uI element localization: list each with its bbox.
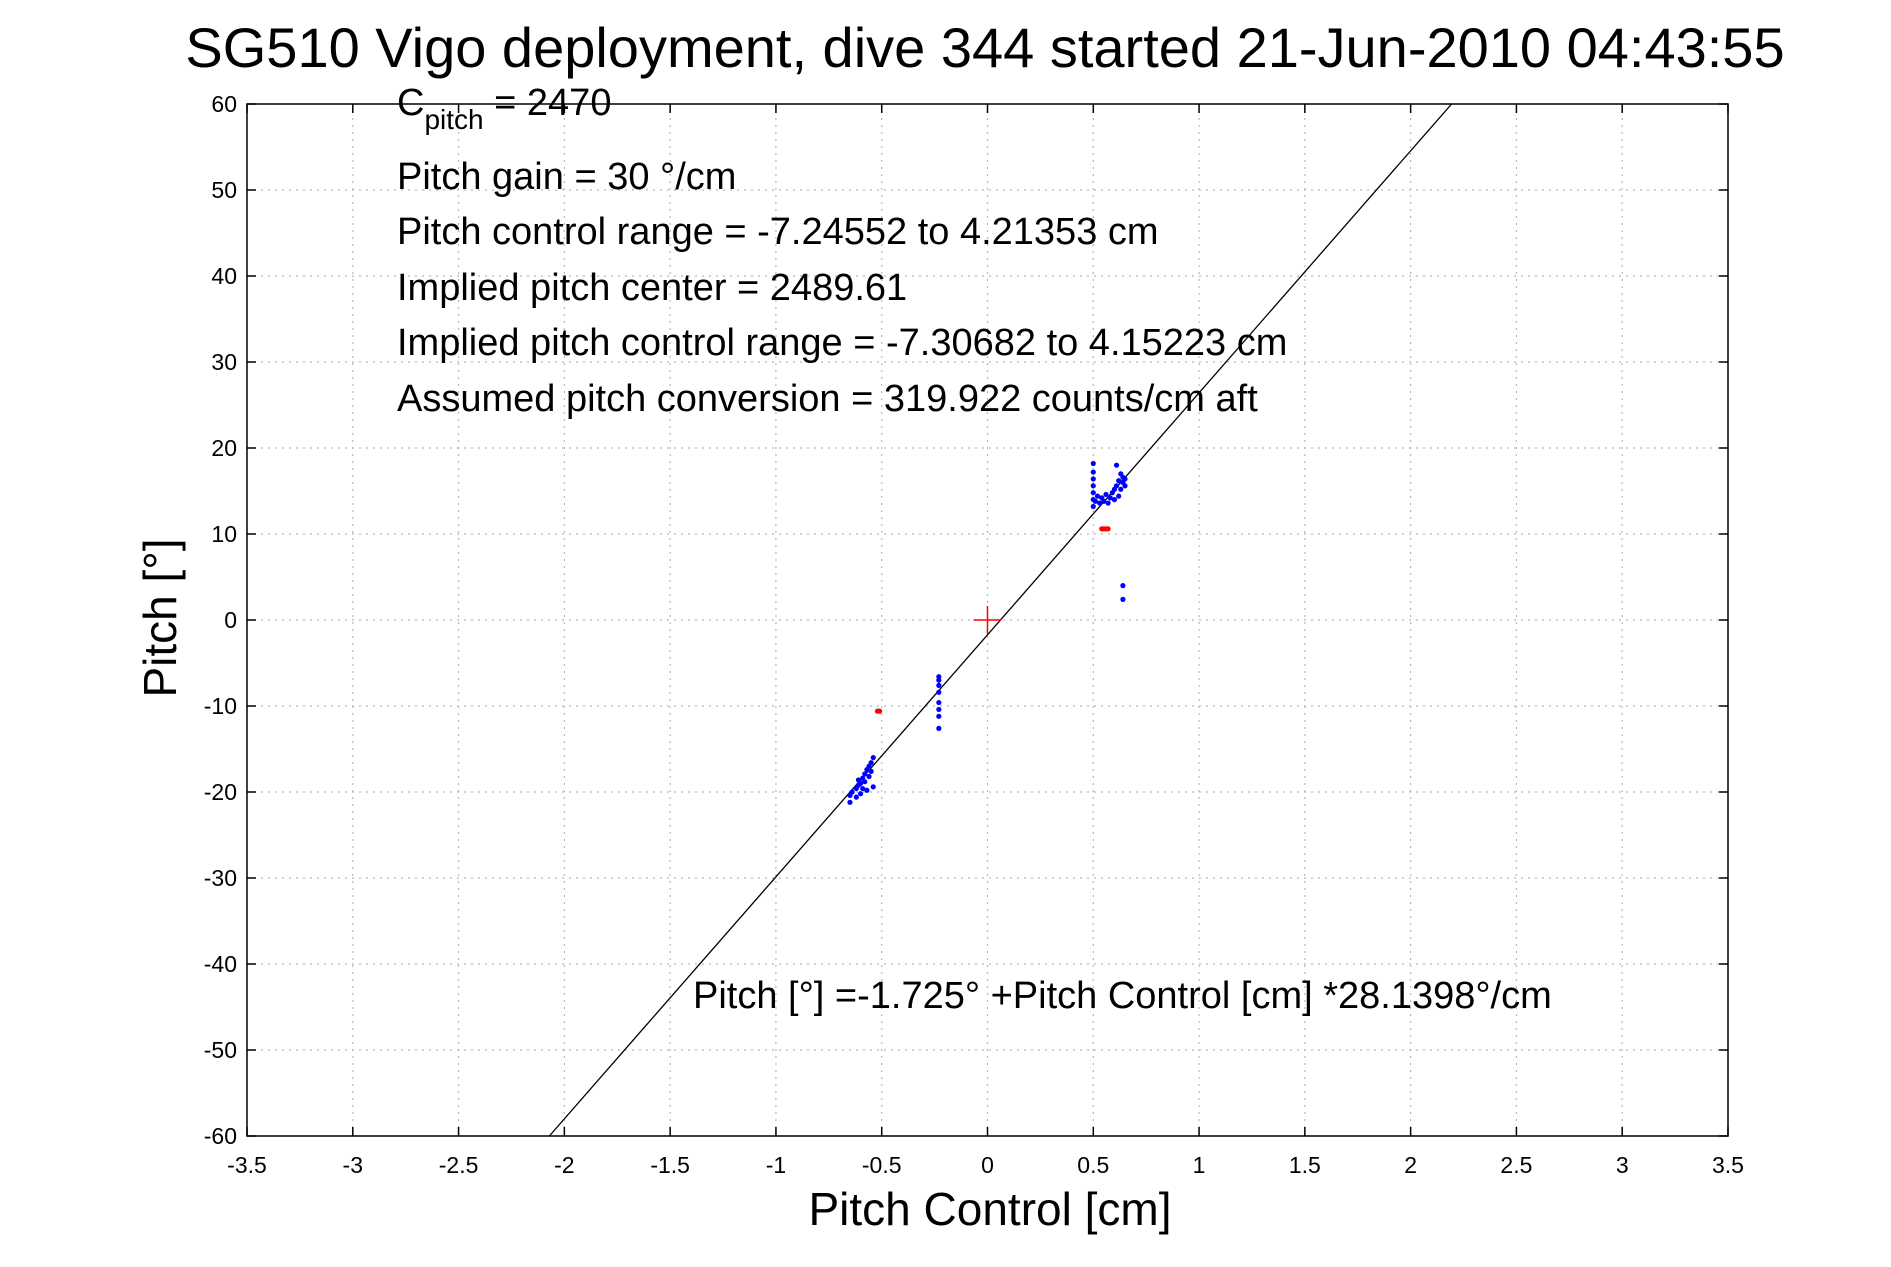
x-tick-label: 1 <box>1193 1152 1206 1178</box>
data-point-blue <box>868 760 874 766</box>
data-point-blue <box>1090 469 1096 475</box>
data-point-blue <box>862 779 868 785</box>
data-point-blue <box>1120 596 1126 602</box>
chart-title: SG510 Vigo deployment, dive 344 started … <box>185 16 1784 79</box>
c-pitch-annotation: Cpitch = 2470 <box>397 82 611 135</box>
data-point-blue <box>847 799 853 805</box>
y-tick-label: -50 <box>204 1037 237 1063</box>
y-tick-label: 30 <box>211 349 237 375</box>
y-tick-label: 0 <box>224 607 237 633</box>
data-point-blue <box>936 706 942 713</box>
c-pitch-subscript: pitch <box>424 104 483 135</box>
x-tick-label: -0.5 <box>862 1152 902 1178</box>
data-point-blue <box>1120 583 1126 589</box>
y-tick-label: -20 <box>204 779 237 805</box>
data-point-blue <box>870 755 876 761</box>
fit-equation-annotation: Pitch [°] =-1.725° +Pitch Control [cm] *… <box>693 975 1552 1017</box>
data-point-blue <box>860 785 866 792</box>
implied-pitch-control-range-annotation: Implied pitch control range = -7.30682 t… <box>397 322 1287 364</box>
data-point-blue <box>1101 498 1107 504</box>
data-point-blue <box>936 713 942 719</box>
parameter-annotations: Cpitch = 2470 Pitch gain = 30 °/cm Pitch… <box>397 82 1287 420</box>
data-point-blue <box>1113 483 1120 489</box>
x-tick-label: 3 <box>1616 1152 1629 1178</box>
x-axis-label: Pitch Control [cm] <box>809 1183 1172 1235</box>
c-pitch-symbol: C <box>397 82 424 124</box>
x-tick-label: -2 <box>554 1152 574 1178</box>
data-point-blue <box>936 682 942 688</box>
x-tick-label: -1.5 <box>650 1152 690 1178</box>
data-point-blue <box>1107 495 1113 501</box>
data-point-blue <box>864 787 870 793</box>
y-tick-label: -40 <box>204 951 237 977</box>
y-ticks: -60 -50 -40 -30 -20 -10 0 10 20 30 40 50 60 <box>204 91 1728 1149</box>
pitch-control-range-annotation: Pitch control range = -7.24552 to 4.2135… <box>397 211 1159 253</box>
y-tick-label: 40 <box>211 263 237 289</box>
y-tick-label: 20 <box>211 435 237 461</box>
pitch-conversion-annotation: Assumed pitch conversion = 319.922 count… <box>397 378 1258 420</box>
x-tick-label: 3.5 <box>1712 1152 1744 1178</box>
data-point-blue <box>936 699 942 706</box>
data-point-blue <box>936 677 942 683</box>
data-point-blue <box>868 768 874 774</box>
data-point-blue <box>1116 493 1122 499</box>
data-point-blue <box>1090 483 1096 489</box>
data-point-blue <box>866 773 872 780</box>
data-point-blue <box>1092 498 1099 504</box>
data-point-blue <box>862 771 868 777</box>
pitch-gain-annotation: Pitch gain = 30 °/cm <box>397 156 736 198</box>
y-tick-label: -10 <box>204 693 237 719</box>
y-tick-label: 60 <box>211 91 237 117</box>
y-tick-label: 50 <box>211 177 237 203</box>
data-point-blue <box>870 784 876 790</box>
data-point-blue <box>1116 478 1122 484</box>
data-point-blue <box>849 789 855 795</box>
data-point-blue <box>1111 497 1118 503</box>
data-point-blue <box>1097 500 1103 506</box>
data-point-blue <box>1113 462 1120 468</box>
x-tick-label: -3.5 <box>227 1152 267 1178</box>
c-pitch-value: = 2470 <box>484 82 612 124</box>
data-point-blue <box>1090 460 1096 467</box>
y-axis-label: Pitch [°] <box>134 538 186 697</box>
implied-pitch-center-annotation: Implied pitch center = 2489.61 <box>397 267 907 309</box>
x-tick-label: 0 <box>981 1152 994 1178</box>
y-tick-label: -30 <box>204 865 237 891</box>
data-point-red <box>876 708 883 714</box>
data-point-blue <box>1122 476 1128 482</box>
data-point-blue <box>857 791 864 797</box>
data-point-blue <box>1105 500 1111 506</box>
data-point-blue <box>936 725 942 731</box>
x-tick-label: -3 <box>343 1152 363 1178</box>
data-point-blue <box>1090 476 1096 482</box>
data-point-blue <box>1090 503 1096 510</box>
x-tick-label: 0.5 <box>1077 1152 1109 1178</box>
data-point-red <box>1105 526 1111 532</box>
data-point-blue <box>853 794 859 800</box>
x-tick-label: 2.5 <box>1500 1152 1532 1178</box>
data-point-blue <box>1103 491 1109 498</box>
x-tick-label: 2 <box>1404 1152 1417 1178</box>
data-point-blue <box>1090 490 1096 496</box>
x-ticks: -3.5 -3 -2.5 -2 -1.5 -1 -0.5 0 0.5 1 1.5 2 2.5 3 3.5 <box>227 104 1744 1178</box>
x-tick-label: -1 <box>766 1152 786 1178</box>
y-tick-label: 10 <box>211 521 237 547</box>
x-tick-label: -2.5 <box>439 1152 479 1178</box>
data-points <box>847 460 1128 805</box>
x-tick-label: 1.5 <box>1289 1152 1321 1178</box>
grid-lines <box>247 104 1728 1136</box>
y-tick-label: -60 <box>204 1123 237 1149</box>
data-point-blue <box>936 689 942 695</box>
data-point-blue <box>1118 486 1124 492</box>
data-point-blue <box>857 780 864 787</box>
center-marker-group <box>973 606 1002 634</box>
data-point-blue <box>1122 483 1128 489</box>
data-point-blue <box>1094 493 1101 499</box>
